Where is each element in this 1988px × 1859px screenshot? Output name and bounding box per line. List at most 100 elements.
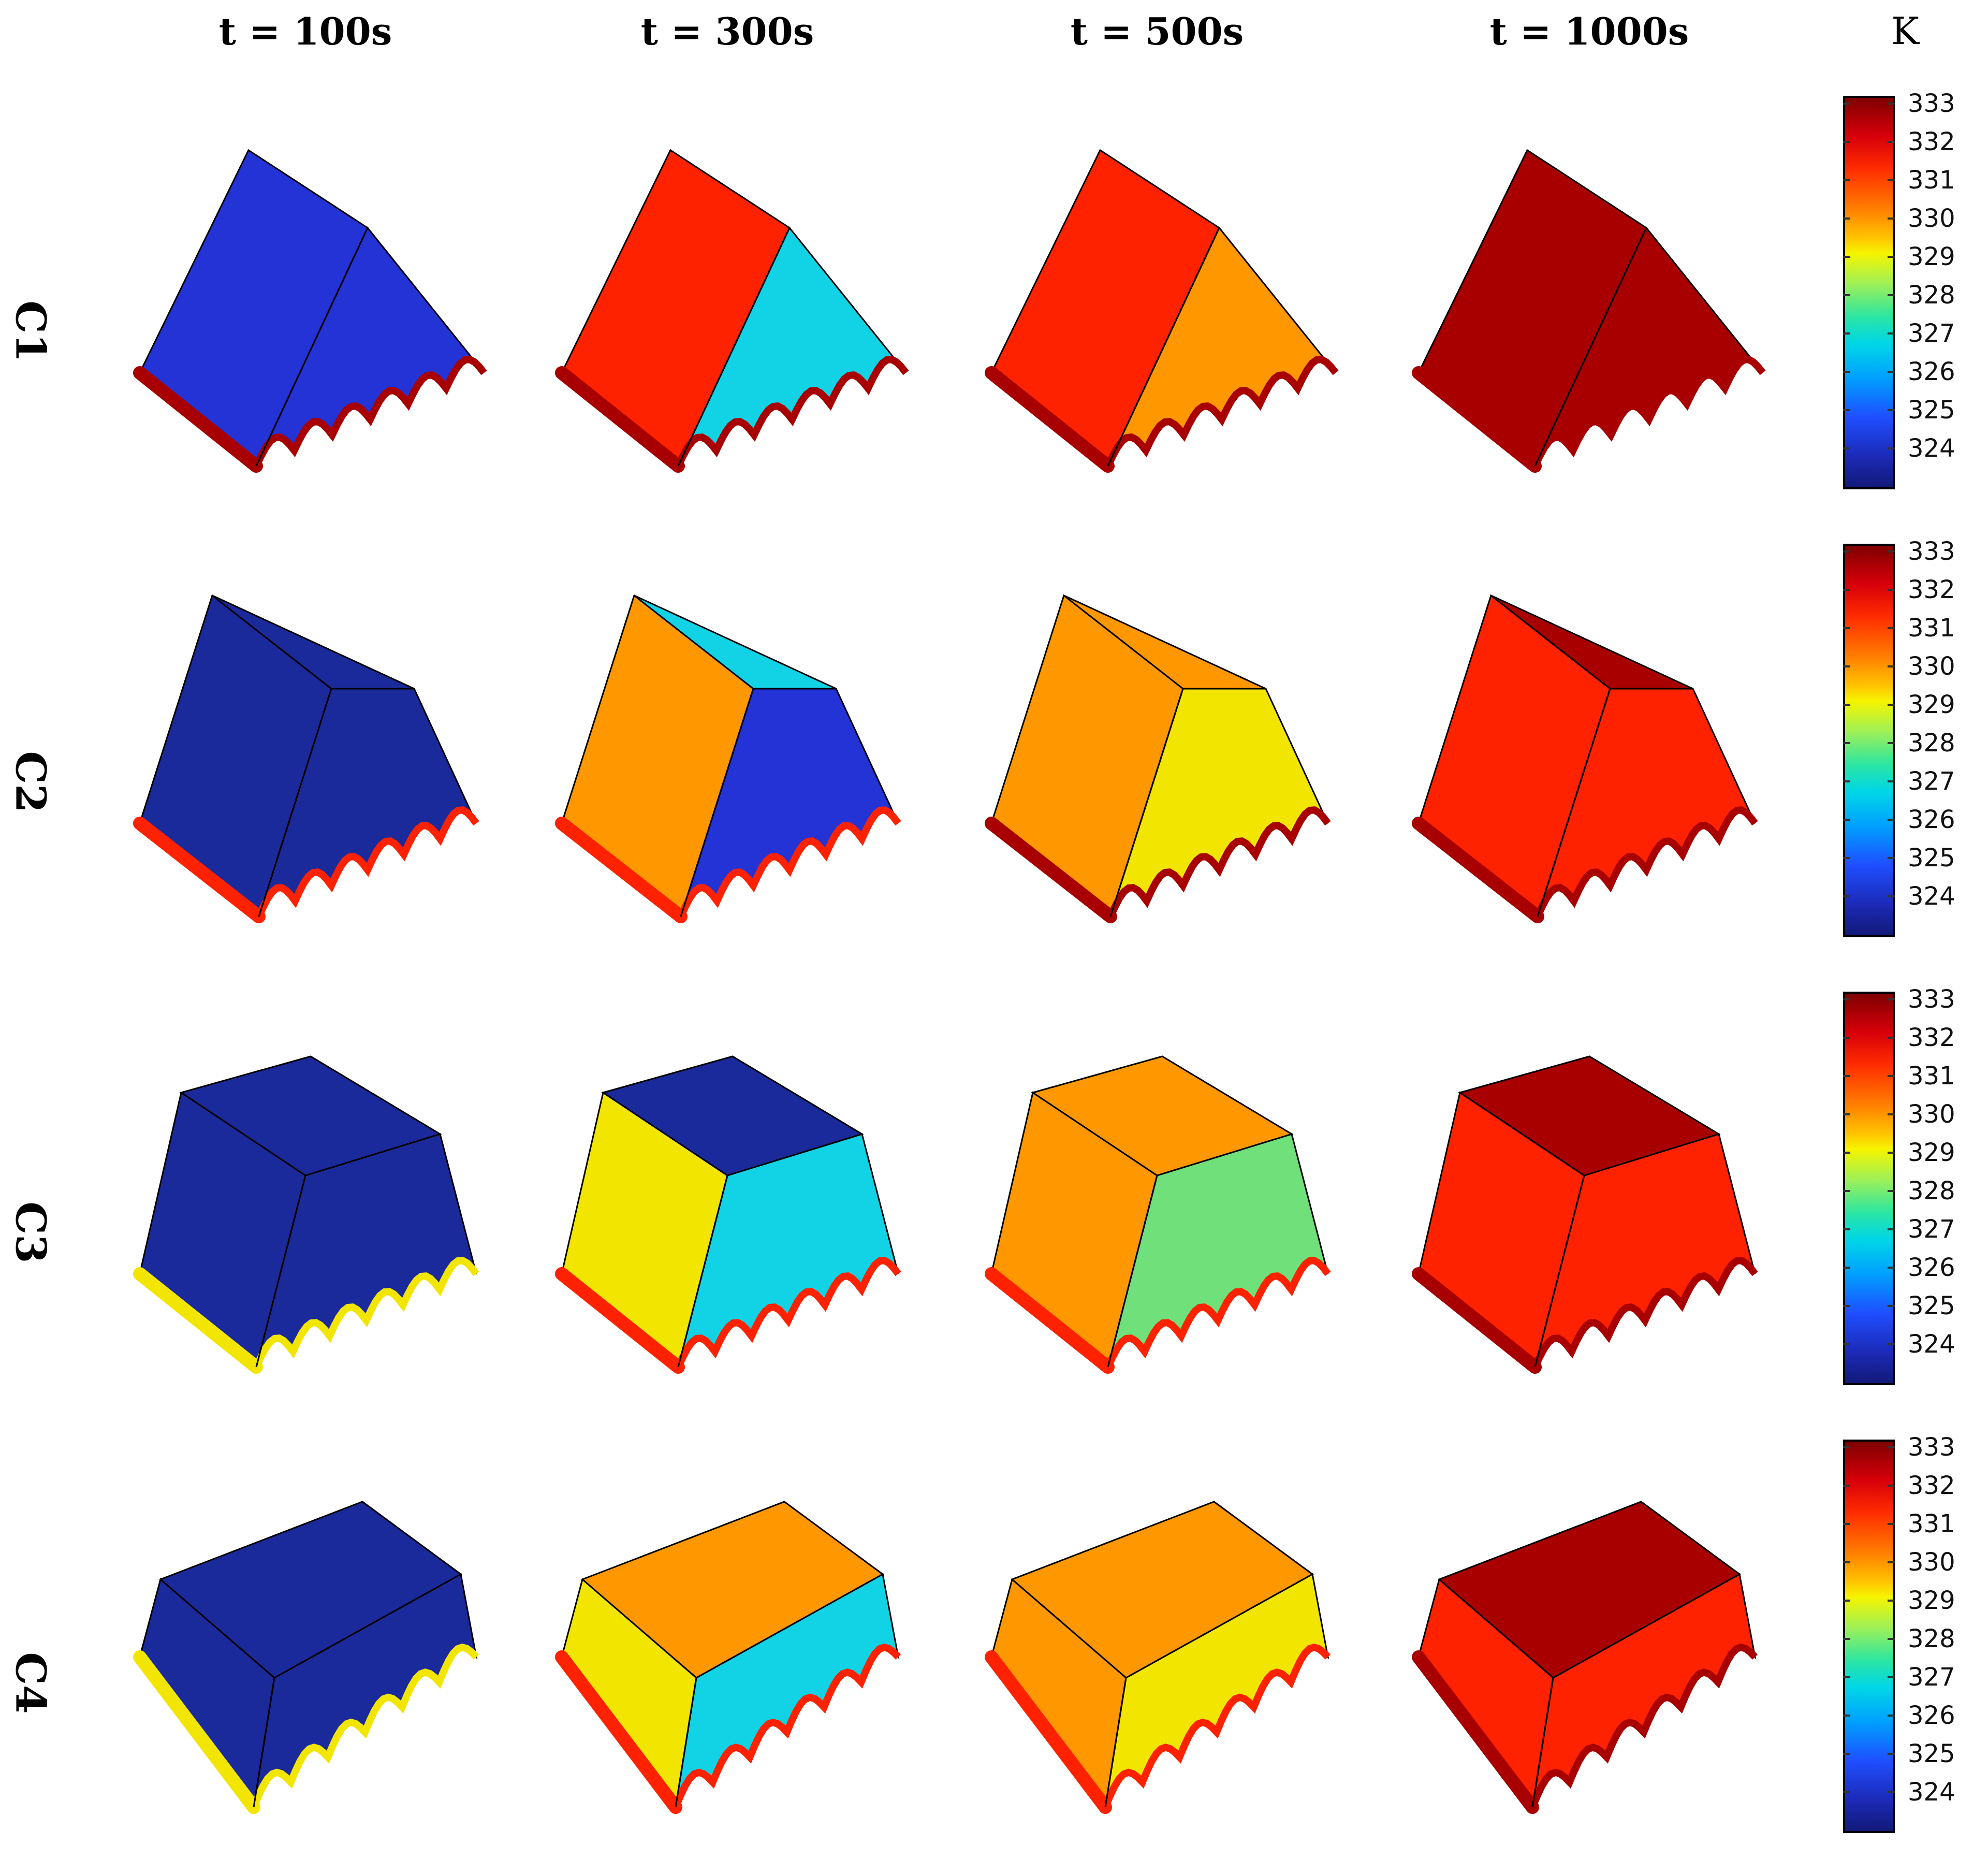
top-face xyxy=(212,594,415,690)
colorbar-unit: K xyxy=(1891,9,1919,53)
row-label-c4: C4 xyxy=(7,1652,55,1714)
simulation-cell xyxy=(1412,1055,1758,1374)
colorbar-tick-label: 331 xyxy=(1908,166,1955,195)
colorbar-c3 xyxy=(1843,992,1895,1385)
heated-base-band xyxy=(133,817,266,923)
box-edge xyxy=(253,1677,275,1808)
colorbar-tick-label: 326 xyxy=(1908,1701,1955,1730)
top-face xyxy=(1458,1055,1721,1177)
top-face xyxy=(1490,594,1693,690)
heated-base-band xyxy=(555,1267,685,1374)
heated-wavy-band xyxy=(1531,1257,1758,1369)
colorbar-tick-label: 329 xyxy=(1908,1586,1955,1615)
colorbar-tick-label: 329 xyxy=(1908,1138,1955,1167)
top-face xyxy=(1011,1501,1314,1679)
heated-wavy-band xyxy=(1104,1257,1331,1369)
row-label-c1: C1 xyxy=(7,300,55,362)
heated-base-band xyxy=(133,1267,263,1374)
heated-wavy-band xyxy=(255,806,479,918)
column-title-t1000: t = 1000s xyxy=(1489,9,1689,53)
colorbar-tick-label: 327 xyxy=(1908,767,1955,796)
simulation-cell xyxy=(985,149,1339,473)
heated-wavy-band xyxy=(672,1643,901,1809)
colorbar-c1 xyxy=(1843,96,1895,489)
colorbar-tick-label: 332 xyxy=(1908,127,1955,156)
colorbar-c4 xyxy=(1843,1440,1895,1833)
heated-wavy-band xyxy=(253,356,487,468)
simulation-cell xyxy=(133,1501,479,1814)
colorbar-tick-label: 326 xyxy=(1908,805,1955,834)
simulation-cell xyxy=(1412,594,1758,923)
simulation-cell xyxy=(985,1055,1331,1374)
colorbar-tick-label: 328 xyxy=(1908,1177,1955,1206)
box-edge xyxy=(255,227,369,467)
colorbar-tick-label: 333 xyxy=(1908,537,1955,566)
colorbar-tick-label: 325 xyxy=(1908,1739,1955,1768)
box-edge xyxy=(1537,688,1611,917)
simulation-cell xyxy=(133,1055,479,1374)
heated-wavy-band xyxy=(675,1257,901,1369)
top-face xyxy=(634,594,837,690)
colorbar-tick-label: 332 xyxy=(1908,575,1955,604)
top-face xyxy=(601,1055,864,1177)
heated-wavy-band xyxy=(1104,356,1339,468)
simulation-cell xyxy=(1412,149,1766,473)
box-edge xyxy=(1107,1175,1158,1368)
top-face xyxy=(1438,1501,1741,1679)
box-edge xyxy=(675,1677,697,1808)
colorbar-tick-label: 329 xyxy=(1908,242,1955,271)
heated-wavy-band xyxy=(675,356,909,468)
heated-base-band xyxy=(555,1650,682,1814)
box-edge xyxy=(1109,688,1184,917)
box-edge xyxy=(1534,1175,1585,1368)
colorbar-tick-label: 331 xyxy=(1908,1062,1955,1091)
heated-base-band xyxy=(985,1267,1115,1374)
heated-base-band xyxy=(985,1650,1112,1814)
colorbar-tick-label: 330 xyxy=(1908,652,1955,681)
box-edge xyxy=(1531,1677,1554,1808)
heated-wavy-band xyxy=(1529,1643,1758,1809)
colorbar-tick-label: 332 xyxy=(1908,1023,1955,1052)
colorbar-tick-label: 329 xyxy=(1908,690,1955,719)
top-face xyxy=(1031,1055,1294,1177)
colorbar-tick-label: 324 xyxy=(1908,882,1955,911)
colorbar-tick-label: 331 xyxy=(1908,1509,1955,1538)
colorbar-tick-label: 328 xyxy=(1908,729,1955,758)
colorbar-tick-label: 325 xyxy=(1908,396,1955,425)
colorbar-tick-label: 327 xyxy=(1908,319,1955,348)
heated-base-band xyxy=(1412,1650,1539,1814)
colorbar-c2 xyxy=(1843,544,1895,937)
simulation-cell xyxy=(555,1501,901,1814)
simulation-cell xyxy=(555,594,901,923)
colorbar-tick-label: 333 xyxy=(1908,89,1955,118)
heated-base-band xyxy=(985,817,1117,923)
column-title-t300: t = 300s xyxy=(640,9,814,53)
simulation-cell xyxy=(133,149,487,473)
heated-base-band xyxy=(1412,817,1544,923)
colorbar-tick-label: 325 xyxy=(1908,1291,1955,1320)
colorbar-tick-label: 325 xyxy=(1908,844,1955,873)
simulation-cell xyxy=(555,1055,901,1374)
heated-base-band xyxy=(133,366,263,473)
colorbar-tick-label: 328 xyxy=(1908,1624,1955,1653)
colorbar-tick-label: 333 xyxy=(1908,1433,1955,1462)
heated-base-band xyxy=(985,366,1115,473)
top-face xyxy=(1063,594,1266,690)
heated-wavy-band xyxy=(677,806,901,918)
box-edge xyxy=(1104,1677,1127,1808)
colorbar-tick-label: 330 xyxy=(1908,204,1955,233)
top-face xyxy=(159,1501,462,1679)
colorbar-tick-label: 324 xyxy=(1908,434,1955,463)
colorbar-tick-label: 327 xyxy=(1908,1663,1955,1692)
simulation-cell xyxy=(985,1501,1331,1814)
colorbar-tick-label: 324 xyxy=(1908,1330,1955,1359)
colorbar-tick-label: 331 xyxy=(1908,614,1955,643)
row-label-c3: C3 xyxy=(7,1201,55,1263)
heated-base-band xyxy=(133,1650,260,1814)
heated-base-band xyxy=(555,817,688,923)
colorbar-tick-label: 324 xyxy=(1908,1778,1955,1807)
simulation-cell xyxy=(985,594,1331,923)
box-edge xyxy=(1534,227,1647,467)
column-title-t500: t = 500s xyxy=(1070,9,1244,53)
colorbar-tick-label: 330 xyxy=(1908,1100,1955,1129)
